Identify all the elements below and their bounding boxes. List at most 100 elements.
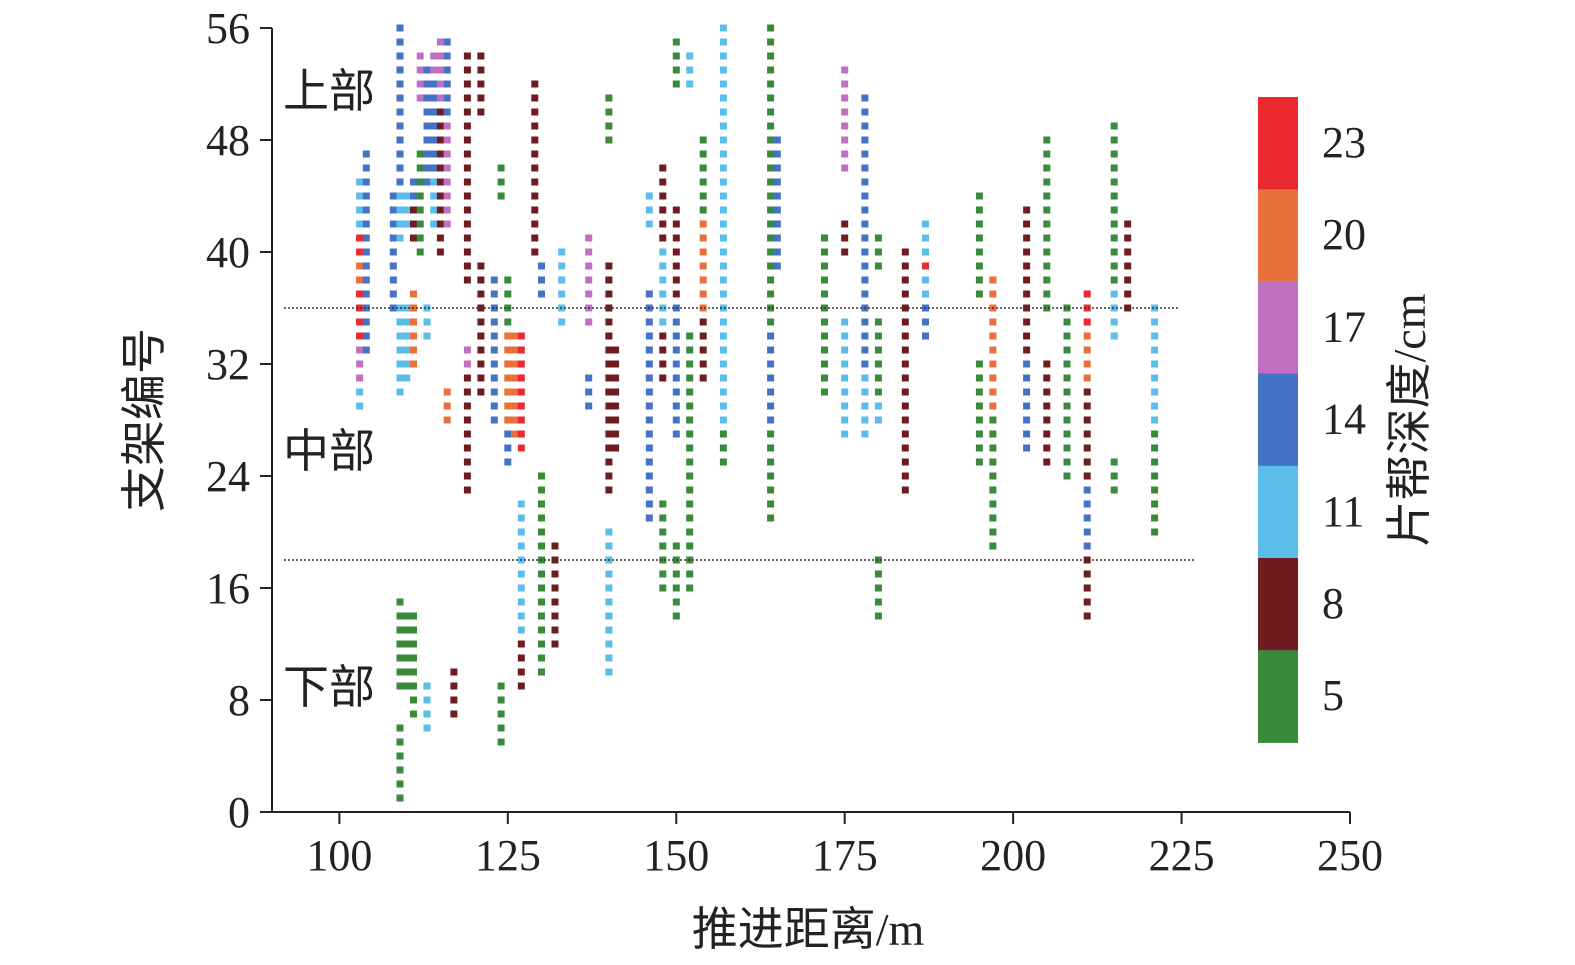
data-point (443, 192, 451, 200)
data-point (901, 458, 909, 466)
data-point (767, 108, 775, 116)
data-point (1110, 136, 1118, 144)
data-point (841, 360, 849, 368)
data-point (922, 290, 929, 298)
data-point (672, 598, 680, 606)
data-point (517, 612, 525, 620)
data-point (463, 234, 471, 242)
data-point (356, 388, 364, 396)
data-point (645, 500, 653, 508)
data-point (504, 402, 512, 410)
data-point (1063, 430, 1071, 438)
data-point (430, 178, 438, 186)
data-point (922, 248, 929, 256)
data-point (362, 262, 370, 270)
data-point (767, 514, 775, 522)
colorbar-tick-label: 11 (1322, 487, 1364, 536)
data-point (490, 332, 498, 340)
data-point (396, 374, 404, 382)
data-point (1083, 402, 1091, 410)
data-point (699, 164, 707, 172)
data-point (430, 80, 438, 88)
data-point (612, 430, 620, 438)
data-point (558, 318, 566, 326)
data-point (551, 542, 559, 550)
data-point (463, 486, 471, 494)
data-point (517, 374, 525, 382)
data-point (699, 234, 707, 242)
data-point (396, 66, 404, 74)
data-point (767, 136, 775, 144)
data-point (410, 332, 417, 340)
data-point (436, 220, 444, 228)
data-point (767, 332, 775, 340)
data-point (511, 332, 518, 340)
data-point (901, 444, 909, 452)
data-point (699, 192, 707, 200)
data-point (450, 710, 458, 718)
data-point (504, 388, 512, 396)
data-point (463, 262, 471, 270)
data-point (1043, 374, 1051, 382)
data-point (410, 668, 417, 676)
data-point (511, 374, 518, 382)
data-point (410, 346, 417, 354)
data-point (477, 94, 485, 102)
data-point (362, 346, 370, 354)
x-tick-label: 225 (1149, 831, 1215, 880)
data-point (659, 164, 667, 172)
data-point (463, 178, 471, 186)
data-point (356, 346, 364, 354)
data-point (672, 360, 680, 368)
data-point (517, 654, 525, 662)
data-point (821, 360, 828, 368)
data-point (463, 444, 471, 452)
data-point (874, 248, 882, 256)
data-point (362, 290, 370, 298)
data-point (1151, 472, 1159, 480)
data-point (719, 94, 727, 102)
data-point (410, 696, 417, 704)
data-point (362, 206, 370, 214)
data-point (773, 248, 781, 256)
data-point (396, 38, 404, 46)
data-point (989, 472, 997, 480)
data-point (403, 304, 411, 312)
data-point (1083, 290, 1091, 298)
data-point (605, 136, 613, 144)
data-point (605, 262, 613, 270)
data-point (531, 108, 539, 116)
data-point (463, 346, 471, 354)
data-point (403, 332, 411, 340)
data-point (1083, 472, 1091, 480)
data-point (645, 458, 653, 466)
data-point (490, 360, 498, 368)
data-point (1083, 332, 1091, 340)
data-point (861, 164, 869, 172)
data-point (989, 374, 997, 382)
data-point (686, 66, 694, 74)
colorbar-segment (1258, 281, 1298, 375)
data-point (423, 710, 431, 718)
data-point (773, 220, 781, 228)
data-point (612, 402, 620, 410)
data-point (645, 206, 653, 214)
data-point (672, 220, 680, 228)
data-point (477, 276, 485, 284)
data-point (975, 276, 983, 284)
data-point (672, 318, 680, 326)
data-point (396, 626, 404, 634)
region-label-lower: 下部 (283, 662, 375, 713)
data-point (612, 346, 620, 354)
data-point (1043, 444, 1051, 452)
data-point (975, 234, 983, 242)
data-point (773, 178, 781, 186)
data-point (841, 332, 849, 340)
data-point (403, 206, 411, 214)
data-point (861, 248, 869, 256)
data-point (389, 276, 397, 284)
data-point (497, 724, 505, 732)
data-point (645, 514, 653, 522)
data-point (443, 38, 451, 46)
data-point (436, 94, 444, 102)
